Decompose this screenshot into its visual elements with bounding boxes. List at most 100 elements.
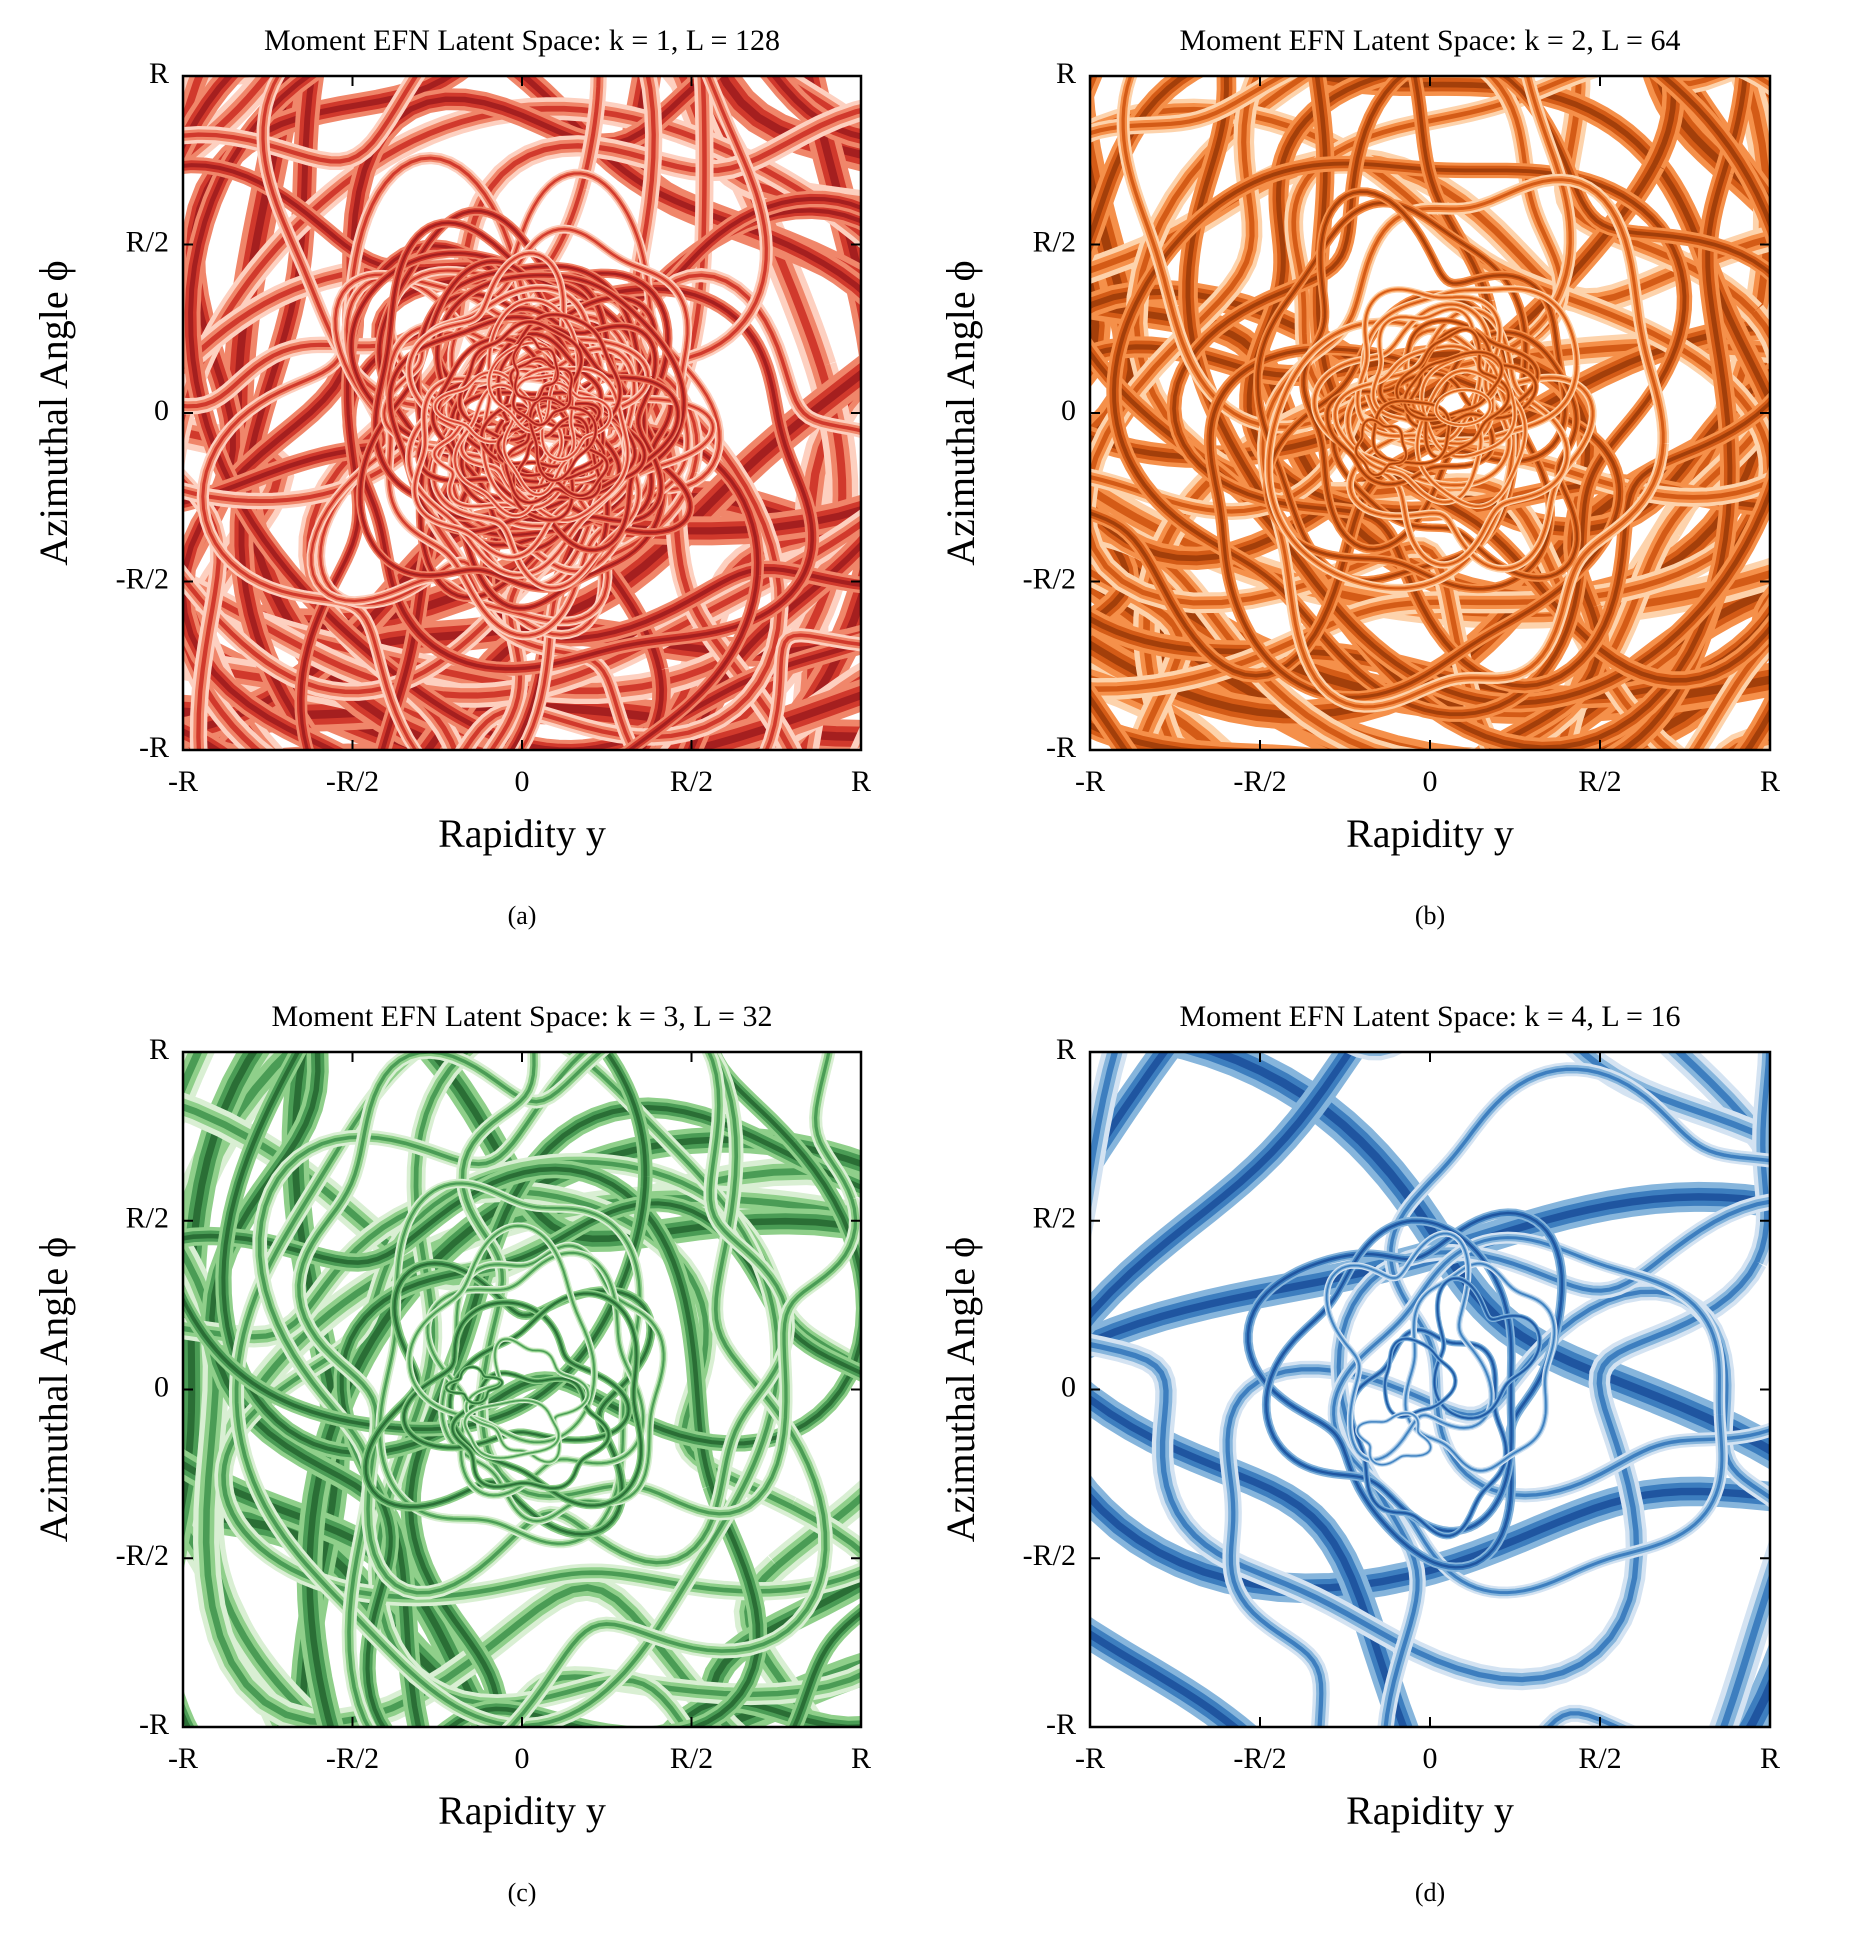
chart-title: Moment EFN Latent Space: k = 2, L = 64 — [1180, 24, 1681, 57]
y-axis-label: Azimuthal Angle ϕ — [938, 260, 983, 565]
contour-band — [183, 1052, 209, 1111]
contour-band — [1267, 320, 1514, 590]
contour-band — [445, 1366, 503, 1404]
contour-band — [1404, 1262, 1556, 1472]
y-tick-label: R — [1056, 1033, 1076, 1066]
y-axis-label: Azimuthal Angle ϕ — [31, 1237, 76, 1542]
y-tick-label: -R/2 — [116, 1539, 169, 1572]
x-tick-label: R — [1760, 1742, 1780, 1775]
contour-band — [503, 374, 575, 496]
contour-band — [183, 76, 861, 699]
contour-band — [1421, 353, 1516, 458]
contour-band — [448, 1292, 642, 1507]
contour-field — [183, 1052, 861, 1727]
y-tick-label: R/2 — [1033, 225, 1076, 258]
x-tick-label: R/2 — [1578, 765, 1621, 798]
contour-band — [1266, 293, 1552, 590]
x-tick-label: -R/2 — [1233, 765, 1286, 798]
y-tick-label: R/2 — [126, 225, 169, 258]
contour-band — [1090, 372, 1770, 562]
x-tick-label: -R — [1075, 1742, 1105, 1775]
contour-band — [183, 76, 861, 750]
contour-band — [183, 76, 711, 750]
y-tick-label: R — [1056, 57, 1076, 90]
contour-band — [516, 416, 608, 497]
contour-band — [380, 208, 861, 750]
contour-band — [1261, 178, 1665, 709]
contour-band — [1314, 76, 1770, 683]
x-tick-label: -R/2 — [326, 765, 379, 798]
contour-band — [1395, 328, 1510, 459]
y-tick-label: R/2 — [126, 1202, 169, 1235]
contour-band — [536, 381, 612, 461]
contour-band — [1435, 389, 1491, 426]
contour-band — [1133, 76, 1674, 750]
x-axis-label: Rapidity y — [438, 811, 606, 856]
x-tick-label: 0 — [1423, 1742, 1438, 1775]
contour-band — [183, 105, 861, 750]
contour-band — [257, 1052, 828, 1727]
contour-band — [183, 1052, 203, 1097]
contour-band — [1334, 345, 1482, 503]
x-tick-label: -R — [168, 765, 198, 798]
contour-band — [1332, 1236, 1724, 1595]
contour-band — [419, 273, 861, 750]
y-tick-label: -R — [1046, 1708, 1076, 1741]
y-axis-label: Azimuthal Angle ϕ — [31, 260, 76, 565]
chart-title: Moment EFN Latent Space: k = 4, L = 16 — [1180, 1000, 1681, 1033]
y-tick-label: R — [149, 57, 169, 90]
x-tick-label: R/2 — [670, 765, 713, 798]
contour-band — [238, 76, 322, 750]
caption: (c) — [508, 1878, 537, 1907]
contour-band — [1172, 76, 1770, 688]
contour-band — [234, 76, 861, 750]
y-tick-label: -R/2 — [1023, 1539, 1076, 1572]
contour-band — [183, 76, 783, 750]
contour-band — [1090, 288, 1770, 643]
x-tick-label: R — [851, 765, 871, 798]
contour-band — [1302, 190, 1567, 551]
contour-band — [1384, 1338, 1456, 1418]
contour-band — [201, 156, 699, 750]
x-axis-label: Rapidity y — [1346, 1788, 1514, 1833]
y-tick-label: -R/2 — [1023, 562, 1076, 595]
contour-band — [221, 1052, 861, 1455]
contour-band — [306, 107, 861, 750]
contour-band — [460, 1052, 858, 1516]
y-tick-label: -R — [139, 1708, 169, 1741]
contour-band — [1246, 1211, 1564, 1569]
contour-band — [1143, 342, 1770, 750]
contour-band — [1265, 1219, 1513, 1533]
x-tick-label: -R/2 — [1233, 1742, 1286, 1775]
y-tick-label: 0 — [1061, 1370, 1076, 1403]
contour-band — [1090, 1052, 1770, 1683]
contour-field — [1090, 1052, 1770, 1727]
contour-band — [374, 1052, 688, 1727]
contour-band — [1433, 1277, 1541, 1419]
y-tick-label: -R — [139, 731, 169, 764]
y-tick-label: 0 — [154, 1370, 169, 1403]
contour-band — [377, 196, 861, 641]
y-tick-label: -R/2 — [116, 562, 169, 595]
caption: (b) — [1415, 901, 1445, 930]
contour-band — [1090, 76, 1564, 514]
contour-band — [1346, 309, 1569, 566]
contour-band — [1523, 586, 1770, 750]
y-tick-label: -R — [1046, 731, 1076, 764]
contour-band — [1349, 329, 1594, 570]
y-tick-label: R — [149, 1033, 169, 1066]
x-tick-label: R/2 — [670, 1742, 713, 1775]
x-axis-label: Rapidity y — [438, 1788, 606, 1833]
contour-band — [183, 1052, 216, 1128]
chart-title: Moment EFN Latent Space: k = 1, L = 128 — [264, 24, 780, 57]
contour-band — [451, 1372, 610, 1489]
contour-band — [513, 336, 559, 401]
y-axis-label: Azimuthal Angle ϕ — [938, 1237, 983, 1542]
x-tick-label: -R/2 — [326, 1742, 379, 1775]
chart-title: Moment EFN Latent Space: k = 3, L = 32 — [272, 1000, 773, 1033]
contour-band — [1112, 161, 1687, 717]
contour-field — [183, 76, 861, 750]
x-tick-label: 0 — [515, 1742, 530, 1775]
contour-band — [1332, 331, 1579, 579]
caption: (d) — [1415, 1878, 1445, 1907]
